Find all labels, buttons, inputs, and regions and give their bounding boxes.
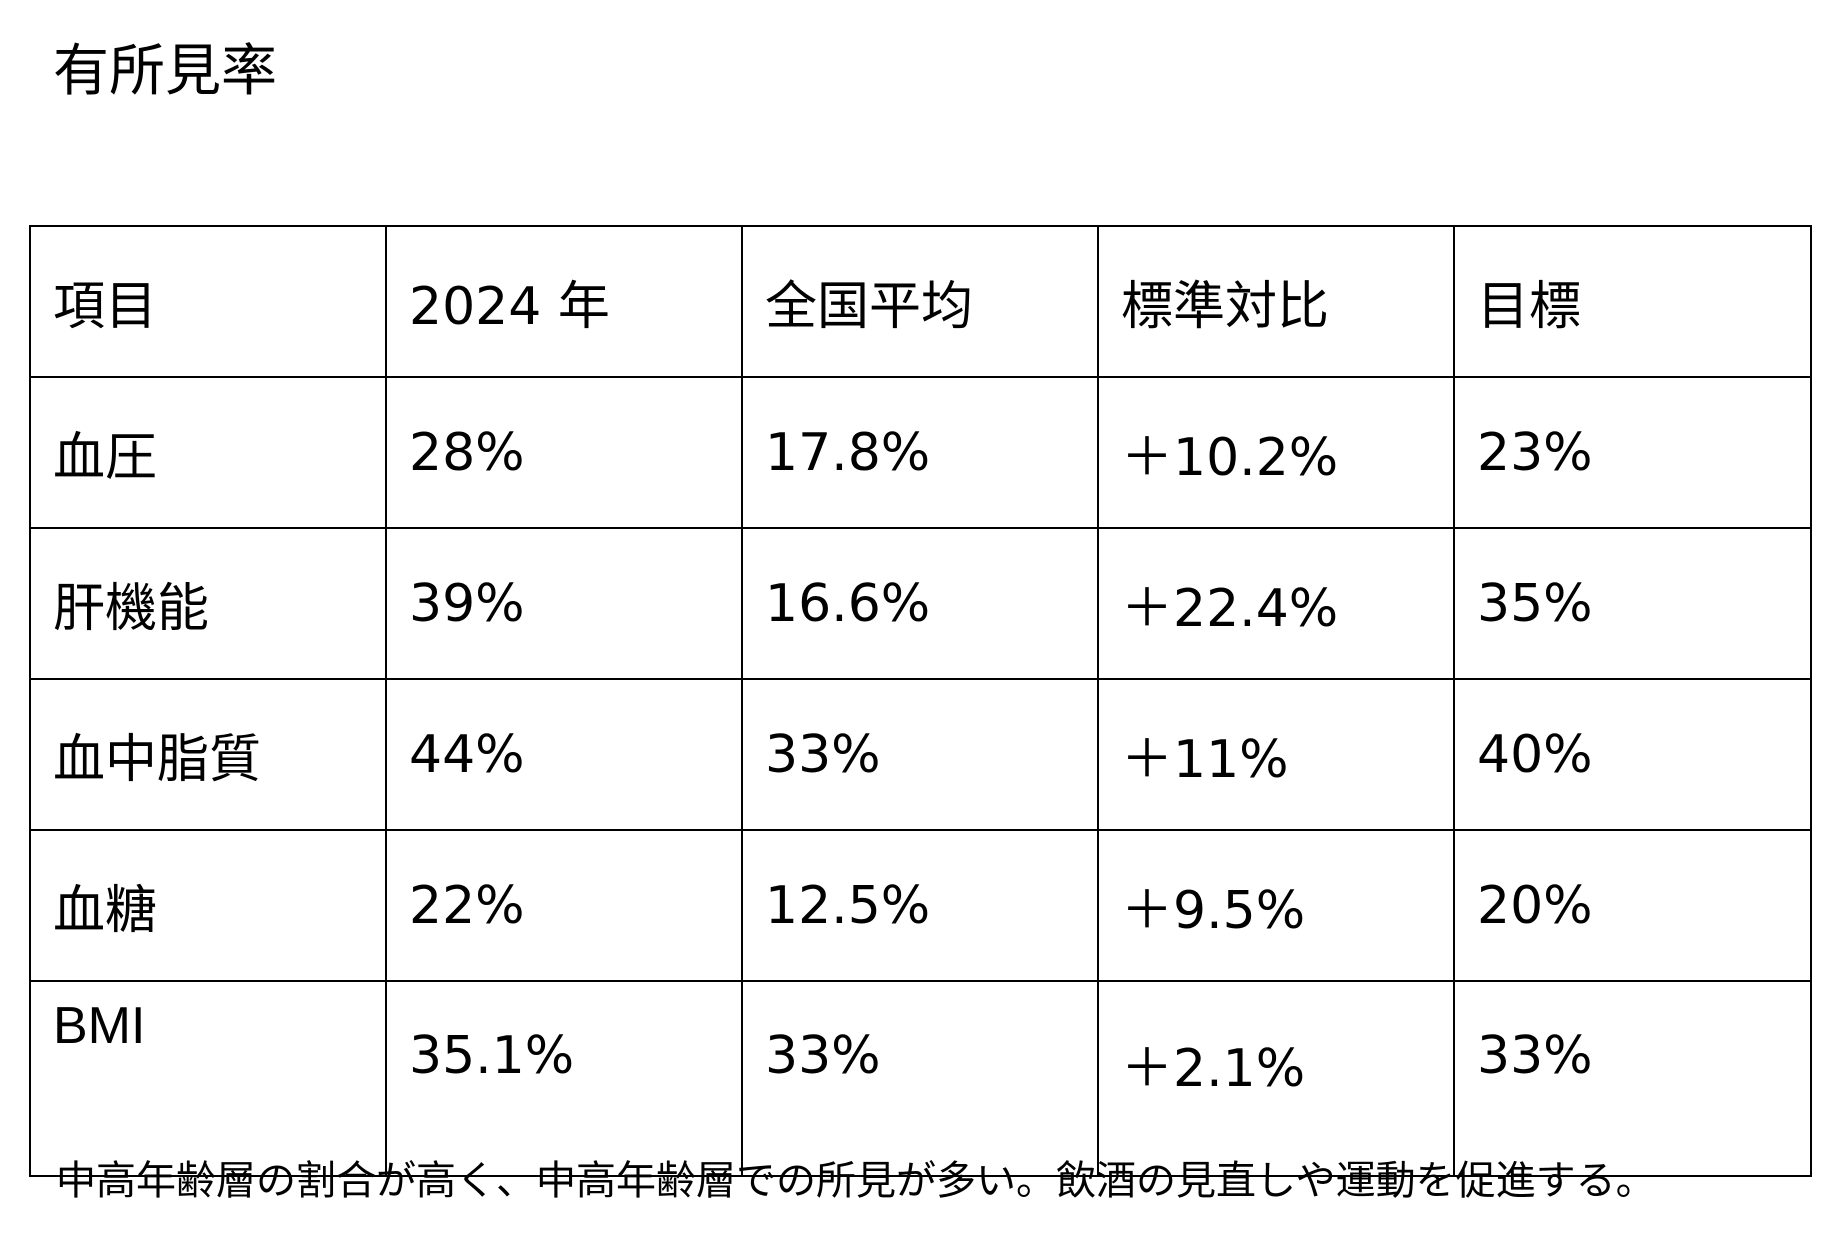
table-row: 肝機能 39% 16.6% ＋22.4% 35% xyxy=(29,527,1812,680)
row-national-average-value: 17.8% xyxy=(741,376,1099,529)
row-national-average-value: 12.5% xyxy=(741,829,1099,982)
header-cell-national-average: 全国平均 xyxy=(741,225,1099,378)
row-target-value: 35% xyxy=(1453,527,1812,680)
table-row: 血糖 22% 12.5% ＋9.5% 20% xyxy=(29,829,1812,982)
row-target-value: 33% xyxy=(1453,980,1812,1177)
row-vs-standard-value: ＋11% xyxy=(1097,678,1455,831)
row-target-value: 40% xyxy=(1453,678,1812,831)
header-cell-vs-standard: 標準対比 xyxy=(1097,225,1455,378)
table-header-row: 項目 2024 年 全国平均 標準対比 目標 xyxy=(29,225,1812,378)
summary-note: 中高年齢層の割合が高く、中高年齢層での所見が多い。飲酒の見直しや運動を促進する。 xyxy=(56,1158,1656,1204)
row-national-average-value: 33% xyxy=(741,980,1099,1177)
row-target-value: 20% xyxy=(1453,829,1812,982)
row-vs-standard-value: ＋2.1% xyxy=(1097,980,1455,1177)
row-item-label: 血中脂質 xyxy=(29,678,387,831)
row-item-label: 血糖 xyxy=(29,829,387,982)
row-national-average-value: 33% xyxy=(741,678,1099,831)
row-2024-value: 35.1% xyxy=(385,980,743,1177)
row-2024-value: 39% xyxy=(385,527,743,680)
table-row: 血中脂質 44% 33% ＋11% 40% xyxy=(29,678,1812,831)
row-target-value: 23% xyxy=(1453,376,1812,529)
row-2024-value: 22% xyxy=(385,829,743,982)
findings-rate-table: 項目 2024 年 全国平均 標準対比 目標 血圧 28% 17.8% ＋10.… xyxy=(29,225,1812,1177)
row-item-label: 血圧 xyxy=(29,376,387,529)
row-national-average-value: 16.6% xyxy=(741,527,1099,680)
row-vs-standard-value: ＋22.4% xyxy=(1097,527,1455,680)
row-2024-value: 28% xyxy=(385,376,743,529)
row-vs-standard-value: ＋9.5% xyxy=(1097,829,1455,982)
row-2024-value: 44% xyxy=(385,678,743,831)
table-row: 血圧 28% 17.8% ＋10.2% 23% xyxy=(29,376,1812,529)
document-title: 有所見率 xyxy=(53,39,277,104)
row-vs-standard-value: ＋10.2% xyxy=(1097,376,1455,529)
row-item-label: BMI xyxy=(29,980,387,1177)
header-cell-target: 目標 xyxy=(1453,225,1812,378)
table-row: BMI 35.1% 33% ＋2.1% 33% xyxy=(29,980,1812,1177)
header-cell-item: 項目 xyxy=(29,225,387,378)
row-item-label: 肝機能 xyxy=(29,527,387,680)
header-cell-2024: 2024 年 xyxy=(385,225,743,378)
